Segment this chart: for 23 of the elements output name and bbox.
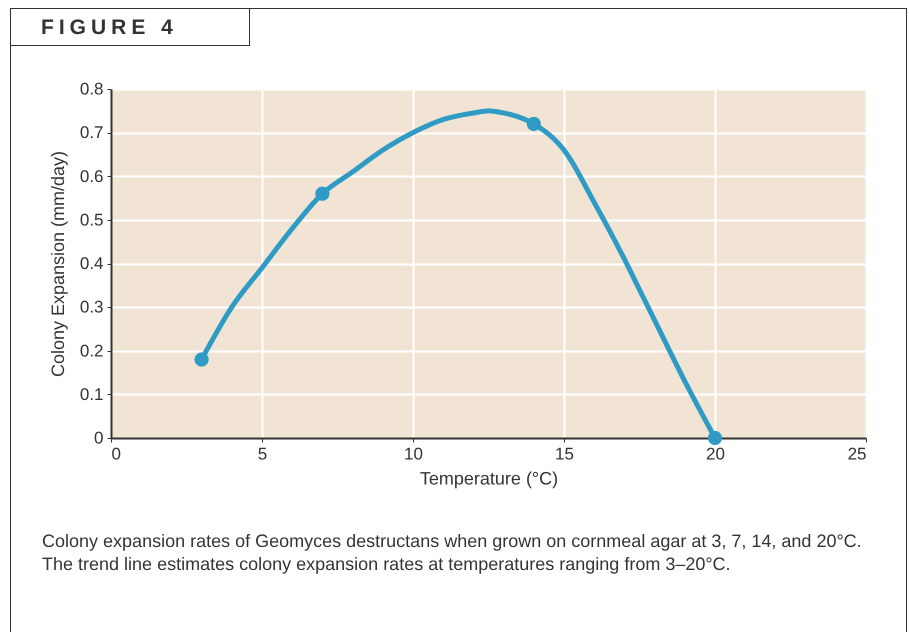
x-tick-label: 25 [848,444,866,464]
point [526,116,541,131]
point [708,430,722,446]
x-tick-label: 10 [404,444,423,464]
text: Colony expansion rates of Geomyces destructans when grown on cornmeal agar at 3, 7, 14, and 20°C. The trend line estimates colony expansion rates at temperatures ranging from 3–20°C. [42,530,863,575]
y-tick-label: 0.4 [80,254,104,273]
y-tick-label: 0.2 [80,341,104,360]
y-tick-label: 0.7 [80,123,104,142]
y-axis-title: Colony Expansion (mm/day) [48,150,68,378]
chart-title: FIGURE 4 [10,8,250,46]
x-tick-label: 0 [112,444,121,464]
y-tick-label: 0 [94,428,104,448]
y-tick-label: 0.8 [80,80,104,98]
x-tick-label: 20 [706,444,725,464]
point [194,352,209,367]
x-axis-title: Temperature (°C) [420,468,558,488]
x-tick-label: 15 [555,444,574,464]
y-tick-label: 0.1 [80,384,104,404]
y-tick-label: 0.5 [80,210,104,230]
y-tick-label: 0.6 [80,166,104,186]
x-tick-label: 5 [258,444,268,464]
point [315,186,330,201]
y-tick-label: 0.3 [80,298,104,317]
